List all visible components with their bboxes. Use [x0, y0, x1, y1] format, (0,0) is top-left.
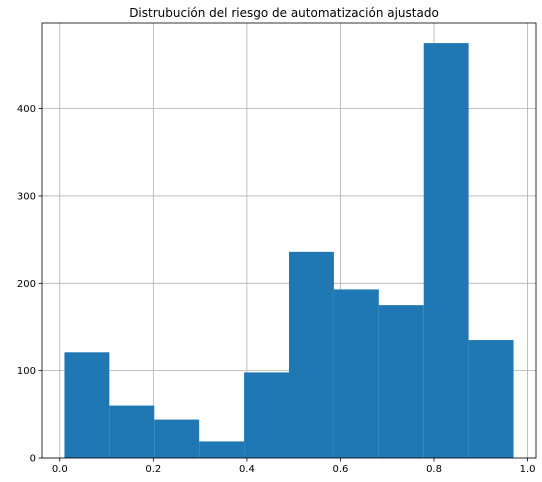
- y-tick-label: 0: [30, 454, 36, 465]
- x-tick-label: 1.0: [520, 464, 536, 475]
- tick-labels: 0.0 0.2 0.4 0.6 0.8 1.0 0 100 200 300 400: [17, 104, 536, 475]
- chart-title: Distrubución del riesgo de automatizació…: [129, 6, 439, 20]
- x-tick-label: 0.6: [333, 464, 349, 475]
- histogram-bar: [199, 441, 245, 458]
- x-tick-label: 0.0: [52, 464, 68, 475]
- histogram-bar: [289, 251, 334, 458]
- histogram-bar: [64, 352, 110, 458]
- histogram-bar: [423, 43, 469, 458]
- y-tick-label: 100: [17, 366, 36, 377]
- histogram-bar: [109, 405, 155, 458]
- histogram-bar: [244, 372, 289, 458]
- histogram-bar: [333, 289, 379, 458]
- axes: [38, 22, 537, 462]
- histogram-bar: [468, 340, 514, 458]
- histogram-bar: [154, 419, 200, 458]
- y-tick-label: 300: [17, 191, 36, 202]
- x-tick-label: 0.2: [145, 464, 161, 475]
- histogram-bar: [378, 305, 424, 458]
- y-tick-label: 200: [17, 279, 36, 290]
- histogram-bars: [64, 43, 514, 458]
- axes-frame: [41, 22, 537, 459]
- x-tick-label: 0.8: [426, 464, 442, 475]
- x-tick-label: 0.4: [239, 464, 255, 475]
- y-tick-label: 400: [17, 104, 36, 115]
